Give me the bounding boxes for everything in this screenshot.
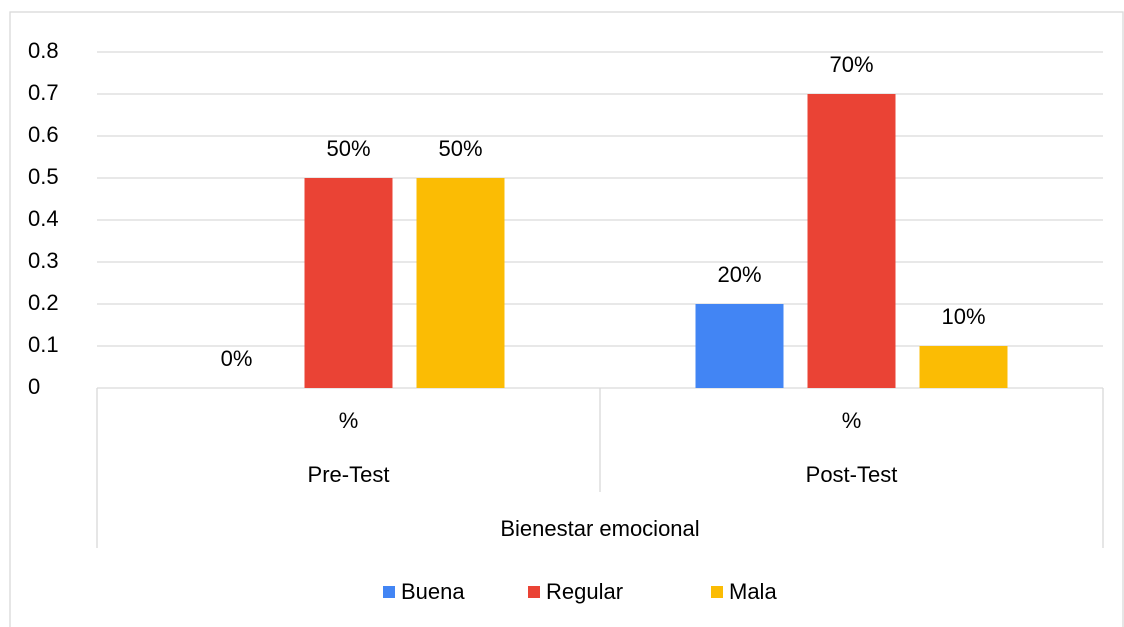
- data-label: 20%: [717, 262, 761, 287]
- y-tick-label: 0.2: [28, 290, 59, 315]
- group-label: Post-Test: [806, 462, 898, 487]
- data-label: 70%: [829, 52, 873, 77]
- legend-label: Buena: [401, 579, 465, 604]
- legend-swatch: [528, 586, 540, 598]
- x-tick-label: %: [842, 408, 862, 433]
- y-tick-label: 0: [28, 374, 40, 399]
- legend-label: Mala: [729, 579, 777, 604]
- data-label: 10%: [941, 304, 985, 329]
- y-tick-label: 0.8: [28, 38, 59, 63]
- legend-swatch: [711, 586, 723, 598]
- bar: [304, 178, 393, 388]
- y-tick-label: 0.1: [28, 332, 59, 357]
- chart-frame: [9, 11, 1124, 627]
- bar: [919, 346, 1008, 388]
- y-tick-label: 0.7: [28, 80, 59, 105]
- legend-swatch: [383, 586, 395, 598]
- y-tick-label: 0.6: [28, 122, 59, 147]
- y-tick-label: 0.4: [28, 206, 59, 231]
- bar: [695, 304, 784, 388]
- y-tick-label: 0.3: [28, 248, 59, 273]
- group-label: Pre-Test: [308, 462, 390, 487]
- data-label: 50%: [438, 136, 482, 161]
- bar: [416, 178, 505, 388]
- data-label: 50%: [326, 136, 370, 161]
- legend-label: Regular: [546, 579, 623, 604]
- data-label: 0%: [221, 346, 253, 371]
- x-tick-label: %: [339, 408, 359, 433]
- y-tick-label: 0.5: [28, 164, 59, 189]
- bar: [807, 94, 896, 388]
- supergroup-label: Bienestar emocional: [500, 516, 699, 541]
